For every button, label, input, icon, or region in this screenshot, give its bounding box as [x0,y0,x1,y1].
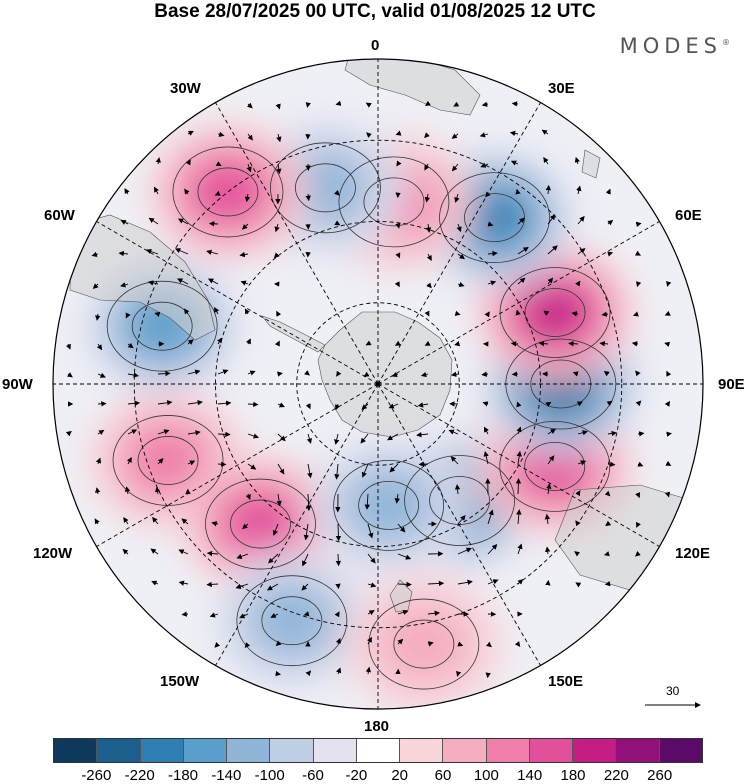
colorbar-swatch [616,739,659,762]
wind-vector [248,404,258,405]
longitude-label-150e: 150E [548,673,583,690]
colorbar-tick-label: -60 [302,767,324,784]
colorbar-swatch [487,739,530,762]
longitude-label-90w: 90W [2,376,33,393]
colorbar-tick-label: -260 [81,767,111,784]
colorbar-swatch [97,739,140,762]
colorbar-swatch [270,739,313,762]
wind-vector [307,104,308,107]
colorbar-swatch [400,739,443,762]
colorbar-tick-label: 260 [647,767,672,784]
colorbar-tick-label: 100 [474,767,499,784]
colorbar-swatch [227,739,270,762]
colorbar-swatch [184,739,227,762]
longitude-label-60w: 60W [44,207,75,224]
wind-vector [338,584,339,588]
wind-vector [398,584,411,585]
colorbar-tick-label: 180 [560,767,585,784]
colorbar-swatch [530,739,573,762]
colorbar-swatch [573,739,616,762]
colorbar-tick-label: 220 [604,767,629,784]
wind-vector [638,223,641,224]
longitude-label-180: 180 [364,718,389,735]
longitude-label-30e: 30E [548,80,575,97]
wind-vector [182,614,188,615]
colorbar-tick-label: -140 [211,767,241,784]
wind-vector [338,554,339,565]
wind-vector [396,134,398,135]
colorbar-tick-label: -20 [345,767,367,784]
longitude-label-0: 0 [371,37,379,54]
colorbar-swatch [660,739,702,762]
colorbar-tick-label: 20 [391,767,408,784]
wind-vector [517,402,518,404]
anomaly-blob [227,495,293,553]
colorbar-swatch [443,739,486,762]
longitude-label-90e: 90E [718,376,745,393]
colorbar-swatch [314,739,357,762]
anomaly-blob [525,286,585,338]
longitude-label-120w: 120W [33,545,72,562]
colorbar-tick-label: -220 [125,767,155,784]
colorbar-tick-label: 140 [517,767,542,784]
wind-vector [210,223,218,224]
pole-marker [376,382,381,387]
reference-vector-label: 30 [666,684,679,698]
colorbar [53,738,703,763]
map-disc [40,40,720,730]
colorbar-swatch [357,739,400,762]
wind-vector [518,479,519,494]
colorbar-tick-label: 60 [435,767,452,784]
wind-vector [338,524,339,540]
wind-vector [667,284,668,286]
longitude-label-150w: 150W [160,673,199,690]
longitude-label-120e: 120E [675,545,710,562]
colorbar-tick-label: -100 [255,767,285,784]
longitude-label-60e: 60E [675,207,702,224]
colorbar-tick-label: -180 [168,767,198,784]
wind-vector [457,674,458,676]
longitude-label-30w: 30W [170,80,201,97]
colorbar-swatch [141,739,184,762]
anomaly-blob [350,472,427,539]
wind-vector [218,464,226,465]
wind-vector [668,433,671,434]
colorbar-swatch [54,739,97,762]
